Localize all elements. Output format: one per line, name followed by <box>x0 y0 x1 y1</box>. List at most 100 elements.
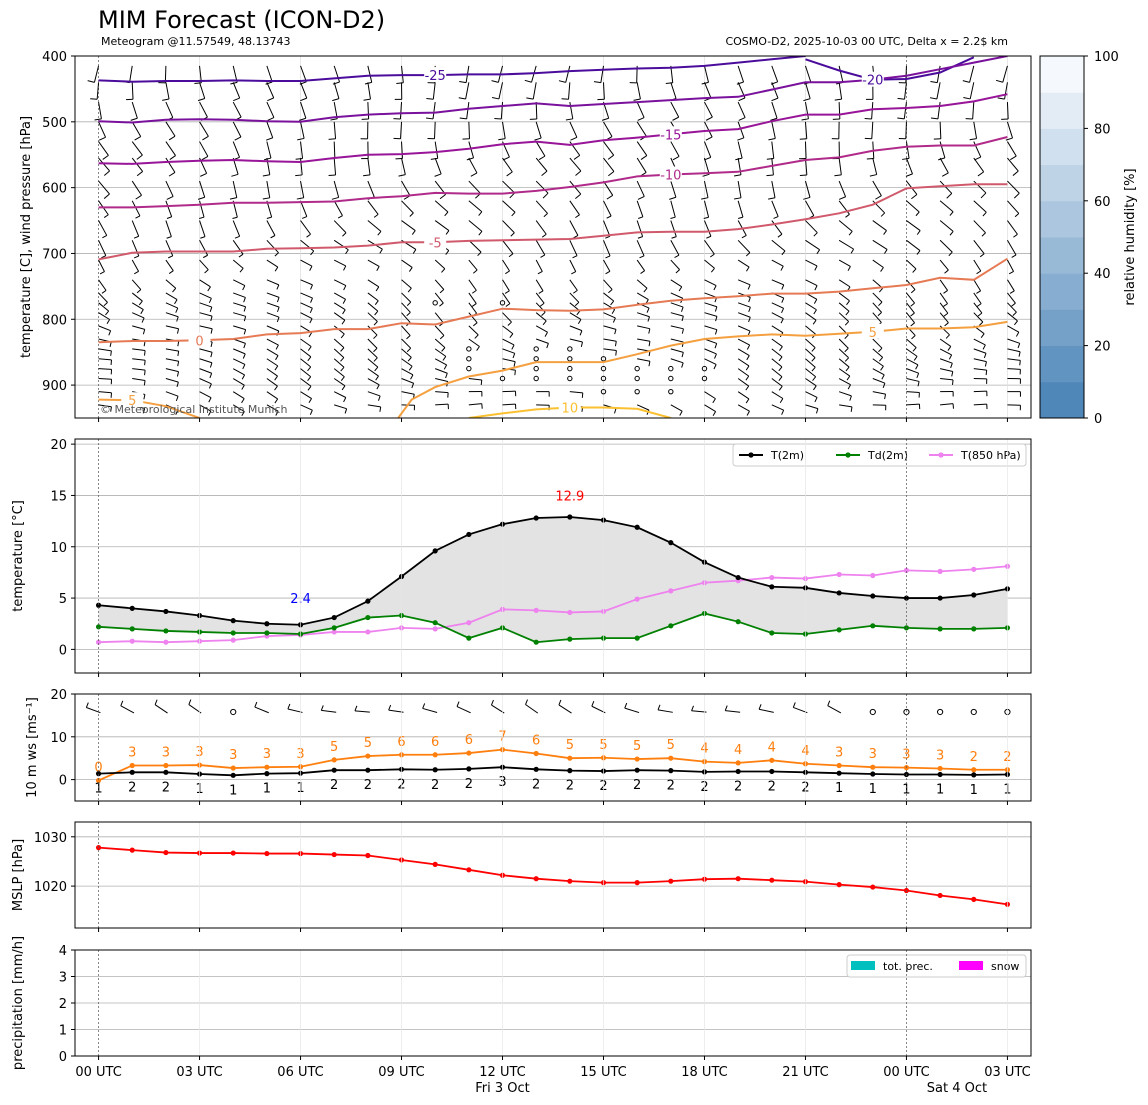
wind-barb-flag <box>408 267 413 272</box>
wind-barb <box>333 358 345 368</box>
wind-barb <box>434 259 446 270</box>
wind-barb-flag <box>471 289 477 294</box>
isotherm-line <box>98 93 1008 165</box>
wind-barb-flag <box>607 154 614 160</box>
wind-barb-flag <box>176 328 180 334</box>
wind-barb-flag <box>238 253 244 258</box>
wind-barb <box>805 259 818 267</box>
wind-barb <box>838 82 843 100</box>
wind-barb-flag <box>679 410 683 416</box>
wind-barb <box>401 358 413 367</box>
gust-label: 3 <box>128 745 136 760</box>
wind-barb <box>266 239 279 254</box>
wind-barb-flag <box>439 302 444 307</box>
temp-point <box>937 568 943 574</box>
wind-barb <box>333 200 343 216</box>
gust-point <box>466 750 472 756</box>
temp-point <box>769 574 775 581</box>
wind-barb <box>703 157 710 175</box>
wind-barb <box>401 391 415 395</box>
wind-barb <box>771 348 783 358</box>
wind-barb-flag <box>377 231 382 236</box>
wind-barb-flag <box>963 96 971 100</box>
wind-barb-flag <box>878 347 883 353</box>
wind-barb <box>367 102 370 120</box>
wind-barb <box>98 141 109 156</box>
wind-barb-flag <box>738 117 746 121</box>
wind-barb <box>165 279 177 289</box>
wind-barb-flag <box>445 230 450 235</box>
wind-barb-flag <box>944 322 949 327</box>
wind-barb-flag <box>143 394 146 400</box>
mean-wind-point <box>365 767 371 773</box>
wind-barb <box>98 368 112 370</box>
wind-barb-flag <box>883 249 888 254</box>
wind-barb <box>199 82 206 99</box>
wind-barb <box>704 101 713 118</box>
wind-barb <box>838 378 851 386</box>
wind-barb-flag <box>243 297 246 303</box>
surface-wind-barb <box>287 708 303 713</box>
wind-barb-flag <box>328 138 336 140</box>
y-tick-label: 2 <box>59 997 67 1012</box>
wind-barb <box>502 338 515 346</box>
wind-barb-flag <box>301 216 308 219</box>
wind-barb-flag <box>734 197 742 200</box>
model-subtitle: COSMO-D2, 2025-10-03 00 UTC, Delta x = 2… <box>725 35 1008 48</box>
wind-barb-flag <box>746 410 750 416</box>
wind-barb-flag <box>398 174 406 177</box>
wind-barb <box>434 292 444 304</box>
wind-barb <box>973 121 978 139</box>
wind-barb <box>771 338 783 347</box>
wind-barb-flag <box>172 287 177 293</box>
wind-barb-flag <box>102 154 109 160</box>
temp-point <box>230 630 236 636</box>
wind-barb <box>199 378 212 385</box>
wind-barb <box>266 302 280 308</box>
wind-barb <box>838 368 851 377</box>
wind-barb-flag <box>705 136 713 141</box>
wind-barb <box>367 302 379 312</box>
wind-barb <box>939 338 952 347</box>
mean-wind-label: 2 <box>431 778 439 793</box>
wind-barb <box>300 82 308 99</box>
isotherm-label: -15 <box>660 128 681 143</box>
isotherm-line <box>805 56 975 81</box>
wind-barb <box>1007 240 1017 256</box>
temp-point <box>836 627 842 633</box>
wind-barb <box>165 240 174 257</box>
wind-barb <box>804 121 808 139</box>
wind-barb <box>871 102 874 120</box>
wind-barb <box>300 348 312 358</box>
wind-barb-flag <box>778 366 783 372</box>
wind-barb <box>936 82 941 100</box>
wind-barb-flag <box>210 328 213 334</box>
wind-barb-flag <box>412 249 417 254</box>
wind-barb-flag <box>409 212 414 217</box>
wind-barb-flag <box>976 290 981 294</box>
wind-barb <box>98 180 110 195</box>
wind-barb-flag <box>373 347 378 353</box>
wind-barb <box>232 121 242 138</box>
wind-barb-flag <box>701 197 709 200</box>
wind-barb-flag <box>265 137 273 141</box>
wind-barb <box>300 279 313 286</box>
wind-barb <box>939 302 949 314</box>
wind-barb <box>771 302 784 309</box>
wind-barb-flag <box>847 384 851 390</box>
wind-barb <box>367 348 378 359</box>
wind-barb-flag <box>946 193 953 199</box>
wind-barb-flag <box>524 79 532 83</box>
wind-barb <box>367 338 378 349</box>
wind-barb-flag <box>768 137 776 141</box>
wind-barb <box>771 220 783 235</box>
wind-barb-flag <box>439 194 446 200</box>
wind-barb <box>367 404 381 408</box>
wind-barb <box>973 302 983 314</box>
wind-barb <box>468 279 477 291</box>
gust-point <box>971 767 977 773</box>
temp-legend <box>732 443 1027 467</box>
wind-barb-flag <box>608 171 615 177</box>
wind-barb <box>535 292 545 304</box>
